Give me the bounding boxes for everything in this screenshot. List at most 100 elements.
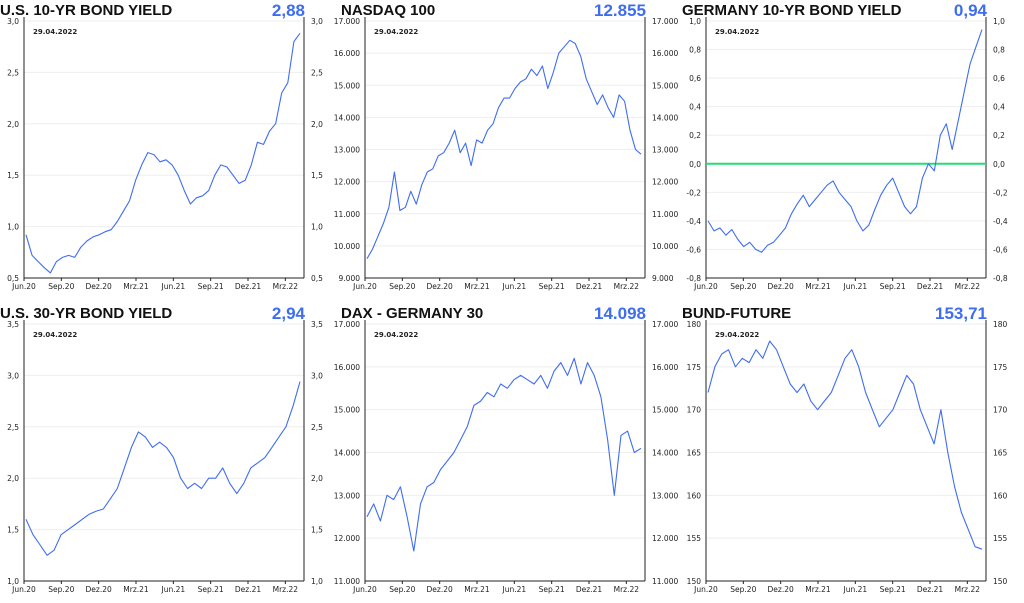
chart-panel: 3,5 3,5 3,0 3,0 2,5 2,5 2,0 2,0 1,5 1,5 1,0 1,0 Jun.… (0, 303, 341, 603)
x-tick-label: Dez.20 (427, 585, 453, 594)
y-tick-label-left: 16.000 (334, 49, 360, 58)
y-tick-label-left: 0,6 (689, 74, 701, 83)
x-tick-label: Dez.20 (86, 585, 112, 594)
series-line (707, 340, 983, 550)
y-tick-label-right: 0,5 (311, 274, 323, 283)
x-tick-label: Dez.21 (576, 282, 602, 291)
x-tick-label: Mrz.21 (123, 282, 149, 291)
y-tick-label-right: 15.000 (652, 406, 678, 415)
date-label: 29.04.2022 (33, 28, 77, 36)
y-tick-label-left: 0,2 (689, 131, 701, 140)
date-label: 29.04.2022 (715, 331, 759, 339)
y-tick-label-right: 12.000 (652, 178, 678, 187)
y-tick-label-left: 0,0 (689, 160, 701, 169)
x-tick-label: Sep.20 (730, 282, 756, 291)
y-tick-label-right: 0,4 (993, 103, 1005, 112)
y-tick-label-left: 150 (687, 577, 702, 586)
x-tick-label: Jun.21 (161, 585, 186, 594)
y-tick-label-right: 15.000 (652, 81, 678, 90)
y-tick-label-right: 180 (993, 320, 1008, 329)
current-value: 2,94 (271, 304, 305, 323)
chart-panel: 17.000 17.000 16.000 16.000 15.000 15.000 14.0… (334, 0, 682, 300)
y-tick-label-left: 9.000 (339, 274, 361, 283)
y-tick-label-left: 0,5 (7, 274, 19, 283)
y-tick-label-right: 0,2 (993, 131, 1005, 140)
current-value: 0,94 (953, 1, 987, 20)
y-tick-label-left: 3,0 (7, 17, 19, 26)
y-tick-label-right: 1,5 (311, 171, 323, 180)
y-tick-label-right: 14.000 (652, 449, 678, 458)
x-tick-label: Sep.20 (48, 585, 74, 594)
y-tick-label-left: 10.000 (334, 242, 360, 251)
y-tick-label-right: 2,5 (311, 423, 323, 432)
x-tick-label: Mrz.22 (955, 585, 981, 594)
chart-svg: 1,0 1,0 0,8 0,8 0,6 0,6 0,4 0,4 0,2 0,2 0,0 0,0 -0,2… (686, 17, 1008, 291)
y-tick-label-left: 0,8 (689, 46, 701, 55)
x-tick-label: Mrz.22 (273, 585, 299, 594)
current-value: 14.098 (594, 304, 646, 323)
y-tick-label-right: 2,0 (311, 474, 323, 483)
chart-panel: 180 180 175 175 170 170 165 165 160 160 155 155 150 1… (682, 303, 1023, 603)
x-tick-label: Jun.20 (11, 585, 36, 594)
y-tick-label-right: 17.000 (652, 320, 678, 329)
y-tick-label-left: 15.000 (334, 406, 360, 415)
y-tick-label-right: 2,5 (311, 68, 323, 77)
x-tick-label: Jun.21 (502, 282, 527, 291)
y-tick-label-left: 160 (687, 491, 702, 500)
y-tick-label-right: 3,5 (311, 320, 323, 329)
y-tick-label-right: 13.000 (652, 146, 678, 155)
x-tick-label: Sep.20 (48, 282, 74, 291)
y-tick-label-left: 1,0 (689, 17, 701, 26)
x-tick-label: Mrz.22 (614, 282, 640, 291)
y-tick-label-right: 13.000 (652, 491, 678, 500)
chart-panel: 3,0 3,0 2,5 2,5 2,0 2,0 1,5 1,5 1,0 1,0 0,5 0,5 Jun.… (0, 0, 341, 300)
x-tick-label: Dez.20 (768, 282, 794, 291)
y-tick-label-right: 3,0 (311, 371, 323, 380)
y-tick-label-right: 16.000 (652, 363, 678, 372)
x-tick-label: Jun.20 (693, 282, 718, 291)
y-tick-label-right: 17.000 (652, 17, 678, 26)
x-tick-label: Mrz.21 (805, 282, 831, 291)
x-tick-label: Jun.21 (502, 585, 527, 594)
x-tick-label: Jun.20 (352, 585, 377, 594)
x-tick-label: Mrz.21 (464, 282, 490, 291)
y-tick-label-right: 3,0 (311, 17, 323, 26)
x-tick-label: Mrz.21 (464, 585, 490, 594)
series-line (25, 32, 301, 274)
x-tick-label: Jun.21 (161, 282, 186, 291)
y-tick-label-right: 165 (993, 449, 1008, 458)
chart-title: BUND-FUTURE (682, 305, 792, 322)
x-tick-label: Jun.20 (11, 282, 36, 291)
y-tick-label-left: 2,0 (7, 474, 19, 483)
y-tick-label-left: -0,4 (686, 217, 701, 226)
y-tick-label-left: 17.000 (334, 320, 360, 329)
current-value: 12.855 (594, 1, 646, 20)
y-tick-label-left: 1,5 (7, 171, 19, 180)
y-tick-label-left: 14.000 (334, 449, 360, 458)
y-tick-label-left: 3,0 (7, 371, 19, 380)
chart-svg: 17.000 17.000 16.000 16.000 15.000 15.000 14.0… (334, 17, 678, 291)
series-line (366, 39, 642, 259)
y-tick-label-right: 0,6 (993, 74, 1005, 83)
y-tick-label-right: -0,8 (993, 274, 1008, 283)
date-label: 29.04.2022 (374, 331, 418, 339)
y-tick-label-right: 175 (993, 363, 1008, 372)
x-tick-label: Jun.20 (352, 282, 377, 291)
x-tick-label: Dez.20 (86, 282, 112, 291)
chart-panel: 17.000 17.000 16.000 16.000 15.000 15.000 14.0… (334, 303, 682, 603)
y-tick-label-left: 12.000 (334, 534, 360, 543)
chart-title: NASDAQ 100 (341, 2, 436, 19)
x-tick-label: Sep.21 (880, 282, 906, 291)
y-tick-label-left: 180 (687, 320, 702, 329)
y-tick-label-left: 13.000 (334, 146, 360, 155)
y-tick-label-right: 1,0 (311, 577, 323, 586)
y-tick-label-right: 150 (993, 577, 1008, 586)
y-tick-label-right: 2,0 (311, 120, 323, 129)
series-line (707, 29, 983, 253)
y-tick-label-left: -0,6 (686, 245, 701, 254)
x-tick-label: Mrz.22 (955, 282, 981, 291)
y-tick-label-left: 2,5 (7, 423, 19, 432)
x-tick-label: Sep.20 (389, 282, 415, 291)
y-tick-label-left: 12.000 (334, 178, 360, 187)
